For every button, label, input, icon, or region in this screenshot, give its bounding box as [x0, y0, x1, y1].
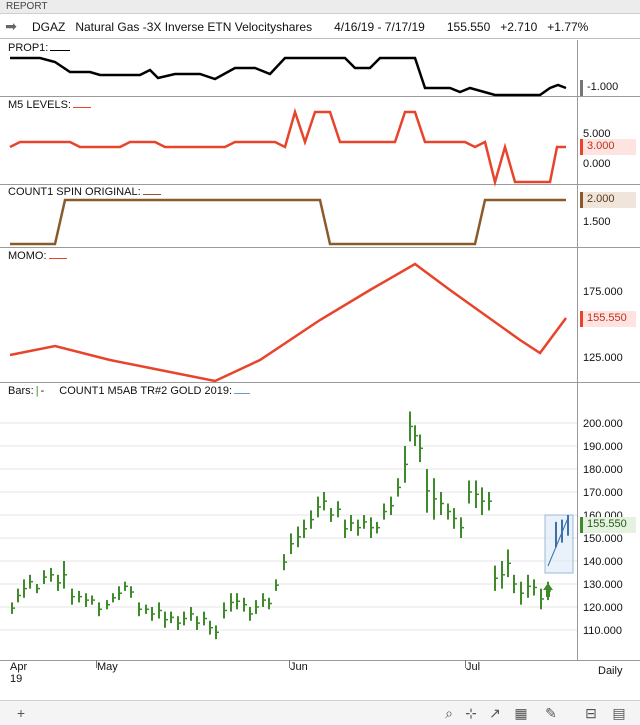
count1-value-badge: 2.000 [580, 192, 636, 208]
m5-tick: 0.000 [583, 158, 611, 170]
price-value-badge: 155.550 [580, 517, 636, 533]
m5-value-badge: 3.000 [580, 139, 636, 155]
price-tick: 150.000 [583, 533, 623, 545]
prop1-line [10, 56, 567, 97]
prop1-label: PROP1: [8, 42, 71, 54]
x-year: 19 [10, 673, 23, 685]
bottom-toolbar: + ⌕ ⊹ ↗ ▦ ✎ ⊟ ▤ [0, 700, 640, 725]
arrow-right-icon[interactable]: ➡ [5, 18, 17, 34]
projection-line [547, 517, 569, 567]
m5-levels-label: M5 LEVELS: [8, 99, 91, 111]
price-tick: 190.000 [583, 441, 623, 453]
x-label: Jun [290, 661, 308, 673]
symbol-ticker[interactable]: DGAZ [32, 19, 66, 34]
time-axis[interactable]: Apr 19 May Jun Jul Daily [0, 660, 640, 686]
price-change: +2.710 [500, 19, 538, 34]
count1-label: COUNT1 SPIN ORIGINAL: [8, 186, 161, 198]
last-price: 155.550 [446, 19, 491, 34]
x-label: Apr [10, 661, 28, 673]
book-icon[interactable]: ⊟ [585, 705, 597, 721]
m5-tick: 5.000 [583, 128, 611, 140]
prop1-value-badge: -1.000 [580, 80, 636, 96]
plus-icon[interactable]: + [16, 705, 26, 721]
interval-label[interactable]: Daily [598, 665, 623, 677]
price-tick: 130.000 [583, 579, 623, 591]
price-tick: 120.000 [583, 602, 623, 614]
momo-line [9, 262, 568, 383]
chart-canvas[interactable] [0, 0, 577, 660]
bars-label: Bars: | - COUNT1 M5AB TR#2 GOLD 2019: [8, 385, 251, 397]
x-label: Jul [466, 661, 481, 673]
symbol-header: ➡ DGAZ Natural Gas -3X Inverse ETN Veloc… [0, 15, 640, 39]
price-tick: 170.000 [583, 487, 623, 499]
brush-icon[interactable]: ✎ [545, 705, 557, 721]
line-chart-icon[interactable]: ↗ [489, 705, 501, 721]
date-range[interactable]: 4/16/19 - 7/17/19 [334, 19, 425, 34]
price-tick: 140.000 [583, 556, 623, 568]
x-label: May [97, 661, 118, 673]
momo-tick: 125.000 [583, 352, 623, 364]
price-change-pct: +1.77% [547, 19, 589, 34]
crosshair-icon[interactable]: ⊹ [465, 705, 477, 721]
calendar-icon[interactable]: ▦ [514, 705, 528, 721]
momo-tick: 175.000 [583, 286, 623, 298]
up-arrow-marker [543, 583, 553, 597]
momo-value-badge: 155.550 [580, 311, 636, 327]
count1-line [10, 198, 566, 246]
price-tick: 110.000 [583, 625, 622, 637]
momo-label: MOMO: [8, 250, 67, 262]
m5-line [9, 107, 566, 187]
window-title: REPORT [0, 0, 640, 14]
price-tick: 200.000 [583, 418, 623, 430]
count1-tick: 1.500 [583, 216, 611, 228]
grid-icon[interactable]: ▤ [612, 705, 626, 721]
search-icon[interactable]: ⌕ [445, 705, 453, 721]
price-tick: 180.000 [583, 464, 623, 476]
symbol-name: Natural Gas -3X Inverse ETN Velocityshar… [75, 19, 313, 34]
